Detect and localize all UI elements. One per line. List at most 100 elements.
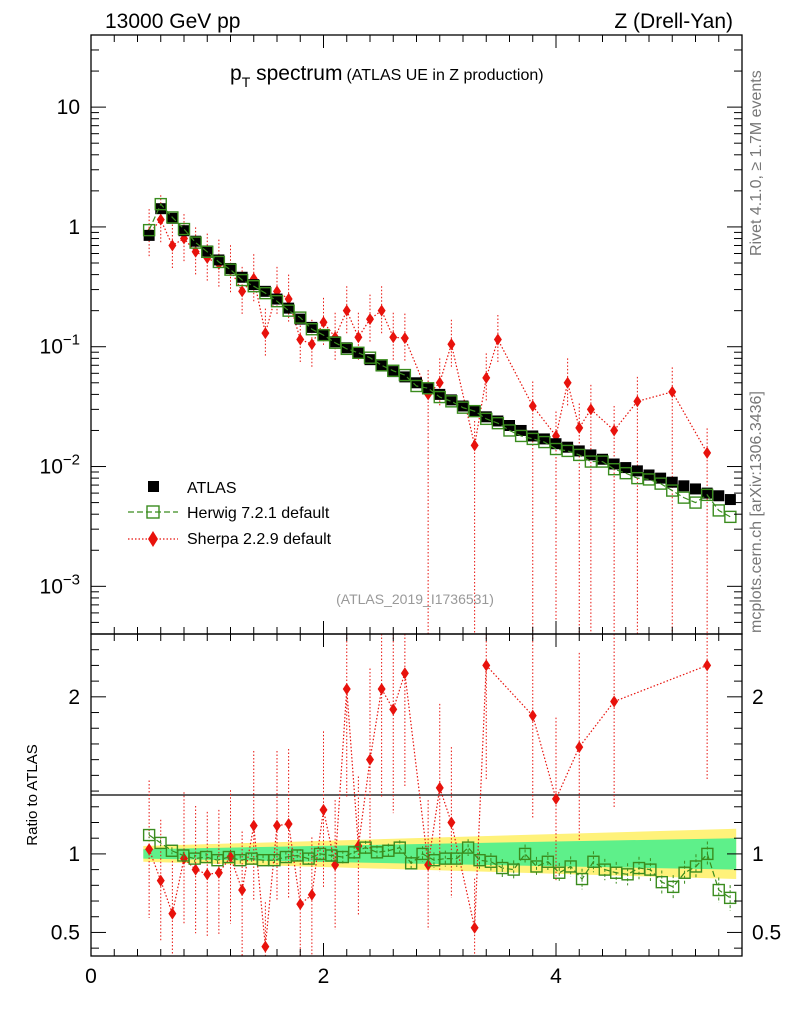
main-ytick-label: 10−3 <box>40 571 80 598</box>
sherpa-point <box>586 403 595 416</box>
herwig-ratio-point <box>142 828 156 842</box>
legend-sherpa-label: Sherpa 2.2.9 default <box>187 531 332 548</box>
herwig-ratio-point <box>678 866 691 879</box>
title-p: p <box>230 62 242 85</box>
sherpa-point <box>284 293 293 306</box>
atlas-point <box>352 347 364 359</box>
atlas-point <box>678 480 690 492</box>
sherpa-point <box>668 385 677 398</box>
atlas-point <box>724 494 736 506</box>
atlas-point <box>294 313 306 325</box>
sherpa-ratio-point <box>703 659 712 672</box>
plot-title: pT spectrum (ATLAS UE in Z production) <box>230 62 544 90</box>
sherpa-point <box>168 239 177 252</box>
herwig-point <box>700 488 714 502</box>
atlas-point <box>713 490 725 502</box>
sherpa-point <box>400 332 409 345</box>
sherpa-point <box>377 304 386 317</box>
herwig-point <box>201 245 214 258</box>
ytick-exp: −2 <box>63 452 80 469</box>
header-process: Z (Drell-Yan) <box>614 10 733 33</box>
herwig-ratio-point <box>564 860 577 873</box>
herwig-ratio-point <box>666 880 680 894</box>
herwig-point <box>654 477 667 490</box>
herwig-point <box>317 328 330 342</box>
sherpa-ratio-point <box>214 866 223 879</box>
atlas-point <box>445 394 457 406</box>
atlas-point <box>434 388 446 400</box>
sherpa-ratio-point <box>191 863 200 876</box>
herwig-point <box>573 448 586 462</box>
sherpa-ratio-point <box>610 695 619 708</box>
sherpa-line <box>148 218 708 454</box>
sherpa-ratio-point <box>284 818 293 831</box>
atlas-point <box>259 285 271 297</box>
atlas-point <box>573 445 585 457</box>
atlas-point <box>597 453 608 465</box>
sherpa-point <box>447 338 456 351</box>
herwig-point <box>538 435 551 449</box>
herwig-ratio-point <box>553 866 566 879</box>
sherpa-ratio-point <box>273 819 281 832</box>
atlas-point <box>190 235 202 247</box>
mcplots-label: mcplots.cern.ch [arXiv:1306.3436] <box>748 391 765 633</box>
atlas-point <box>329 336 341 348</box>
herwig-ratio-point <box>712 883 725 897</box>
atlas-point <box>562 441 574 453</box>
legend: ATLAS Herwig 7.2.1 default Sherpa 2.2.9 … <box>128 480 332 548</box>
herwig-point <box>294 311 307 324</box>
legend-atlas-label: ATLAS <box>187 480 237 497</box>
herwig-point <box>224 263 237 276</box>
sherpa-ratio-point <box>168 907 177 920</box>
atlas-point <box>399 371 411 383</box>
herwig-ratio-point <box>450 852 463 865</box>
sherpa-point <box>191 245 200 258</box>
sherpa-ratio-point <box>296 898 305 911</box>
sherpa-ratio-point <box>366 753 374 766</box>
herwig-ratio-point <box>416 847 429 861</box>
sherpa-point <box>319 316 328 329</box>
x-tick-label: 2 <box>318 965 330 988</box>
ratio-ytick-label-right: 2 <box>752 686 764 709</box>
atlas-point <box>225 262 236 274</box>
sherpa-ratio-point <box>528 709 537 722</box>
sherpa-point <box>470 439 479 452</box>
herwig-point <box>259 286 272 300</box>
main-ytick-label: 10−2 <box>40 452 80 479</box>
sherpa-ratio-line <box>148 663 708 947</box>
herwig-ratio-point <box>723 891 737 905</box>
atlas-point <box>480 411 492 423</box>
atlas-point <box>283 302 295 314</box>
sherpa-point <box>342 304 351 317</box>
atlas-point <box>538 433 550 445</box>
sherpa-ratio-point <box>377 682 386 695</box>
analysis-id: (ATLAS_2019_I1736531) <box>336 591 494 607</box>
title-paren: (ATLAS UE in Z production) <box>346 67 543 84</box>
ratio-ytick-label: 1 <box>68 843 80 866</box>
title-word: spectrum <box>250 62 342 85</box>
herwig-point <box>177 222 191 236</box>
herwig-ratio-point <box>393 841 406 854</box>
herwig-point <box>596 455 609 468</box>
sherpa-point <box>435 376 444 389</box>
ratio-panel: 0 2 4 0.5 0.5 1 1 2 2 <box>51 633 781 988</box>
herwig-point <box>189 236 202 249</box>
atlas-point <box>411 377 422 389</box>
atlas-point <box>527 430 539 442</box>
atlas-point <box>387 366 399 378</box>
title-sub: T <box>242 74 251 90</box>
ytick-exp: −3 <box>63 571 80 588</box>
sherpa-point <box>389 331 398 344</box>
sherpa-point <box>563 376 572 389</box>
ytick-base: 10 <box>40 456 63 479</box>
herwig-point <box>247 280 260 293</box>
atlas-point <box>643 469 655 481</box>
sherpa-ratio-point <box>307 888 316 901</box>
ratio-ytick-label: 2 <box>68 686 80 709</box>
sherpa-ratio-point <box>447 816 456 829</box>
atlas-point <box>422 382 434 394</box>
sherpa-point <box>261 327 270 340</box>
atlas-point <box>364 354 376 366</box>
herwig-point <box>491 416 505 430</box>
atlas-point <box>631 465 643 477</box>
